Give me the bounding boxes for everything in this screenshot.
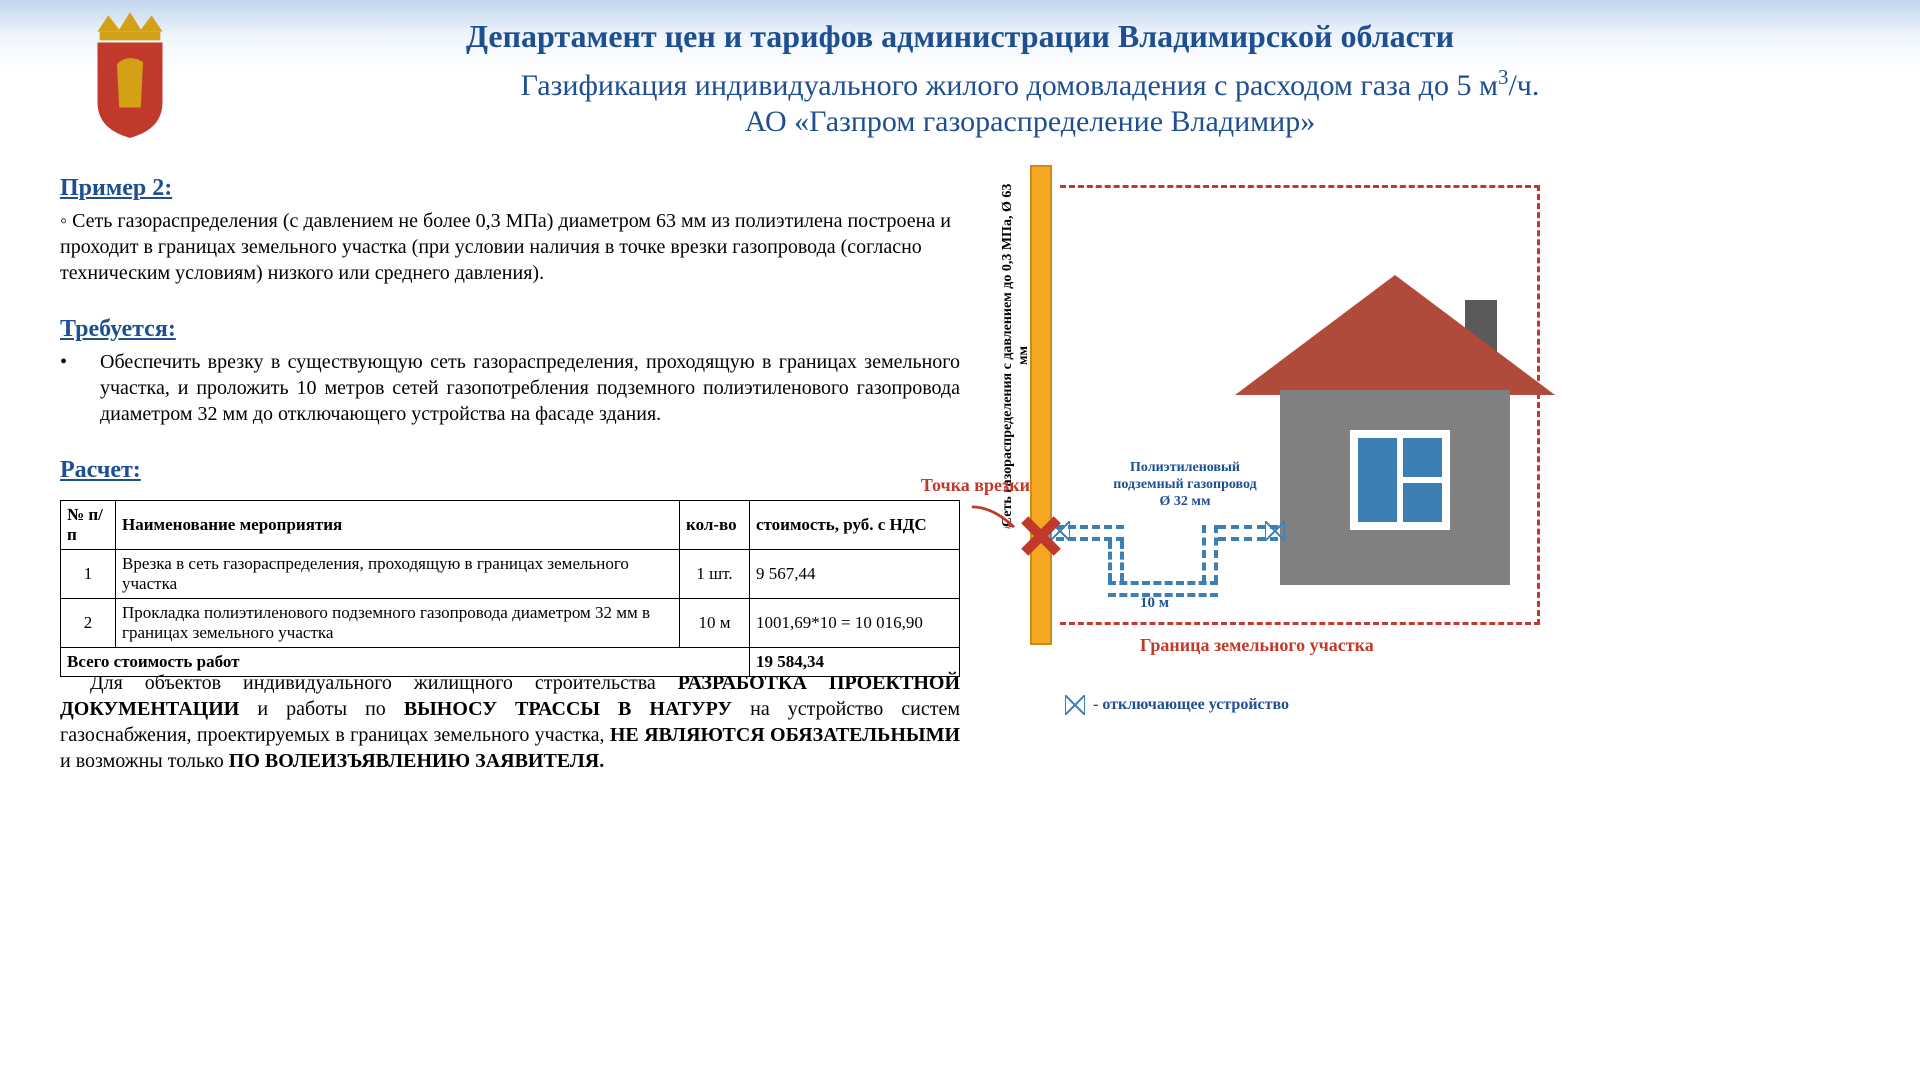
col-qty-header: кол-во	[680, 501, 750, 550]
calc-table: № п/п Наименование мероприятия кол-во ст…	[60, 500, 960, 677]
underground-pipe-segment	[1108, 541, 1124, 581]
required-body: • Обеспечить врезку в существующую сеть …	[60, 349, 960, 427]
example-heading: Пример 2:	[60, 175, 960, 202]
legend-text: - отключающее устройство	[1093, 696, 1289, 714]
boundary-caption: Граница земельного участка	[1140, 635, 1374, 656]
required-heading: Требуется:	[60, 316, 960, 343]
subtitle-line-2: АО «Газпром газораспределение Владимир»	[200, 105, 1860, 139]
tap-point-label: Точка врезки	[850, 475, 1030, 496]
footnote: Для объектов индивидуального жилищного с…	[60, 670, 960, 774]
tap-point-icon	[1020, 515, 1062, 557]
legend: - отключающее устройство	[1065, 695, 1289, 715]
valve-icon	[1065, 695, 1085, 715]
underground-pipe-segment	[1202, 525, 1218, 583]
pipe-description: Полиэтиленовый подземный газопровод Ø 32…	[1110, 460, 1260, 510]
subtitle-line-1: Газификация индивидуального жилого домов…	[200, 65, 1860, 103]
col-cost-header: стоимость, руб. с НДС	[750, 501, 960, 550]
table-row: 2 Прокладка полиэтиленового подземного г…	[61, 599, 960, 648]
col-num-header: № п/п	[61, 501, 116, 550]
content-column: Пример 2: ◦ Сеть газораспределения (с да…	[60, 175, 960, 677]
valve-icon	[1265, 521, 1285, 541]
house-icon	[1250, 275, 1540, 585]
col-name-header: Наименование мероприятия	[116, 501, 680, 550]
table-header-row: № п/п Наименование мероприятия кол-во ст…	[61, 501, 960, 550]
example-body: ◦ Сеть газораспределения (с давлением не…	[60, 208, 960, 286]
table-row: 1 Врезка в сеть газораспределения, прохо…	[61, 550, 960, 599]
pipe-length-label: 10 м	[1140, 595, 1169, 612]
tap-arrow-icon	[970, 502, 1025, 532]
page-title: Департамент цен и тарифов администрации …	[0, 18, 1920, 55]
gas-main-pipe	[1030, 165, 1052, 645]
diagram: Сеть газораспределения с давлением до 0,…	[1000, 165, 1560, 665]
calc-heading: Расчет:	[60, 457, 960, 484]
